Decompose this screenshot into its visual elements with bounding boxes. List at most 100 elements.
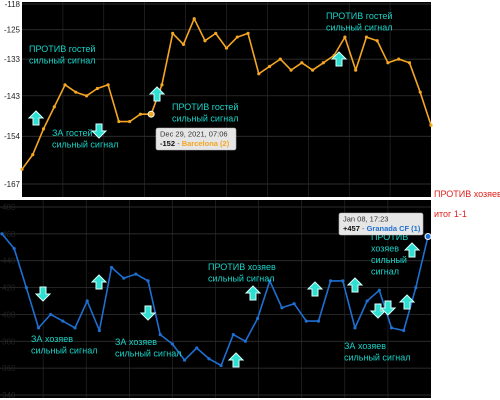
data-point	[414, 285, 418, 290]
data-point	[418, 90, 422, 94]
y-tick-label: 340	[2, 391, 16, 400]
data-point	[171, 31, 175, 35]
y-tick-label: -143	[4, 92, 21, 101]
data-point	[192, 17, 196, 21]
tooltip-value: -152 - Barcelona (2)	[160, 139, 230, 148]
data-point	[267, 64, 272, 69]
annotation-line: сильный сигнал	[52, 140, 118, 150]
annotation-line: ПРОТИВ	[371, 232, 408, 242]
data-point	[134, 272, 138, 276]
data-point	[224, 46, 229, 50]
annotation-line: ПРОТИВ гостей	[326, 11, 392, 21]
annotation-line: сильный	[371, 255, 407, 265]
data-point	[122, 276, 126, 280]
data-point	[407, 61, 412, 65]
data-point	[158, 332, 162, 337]
arrow-down-icon	[90, 123, 108, 139]
data-point	[429, 123, 433, 127]
arrow-up-icon	[346, 277, 364, 293]
data-point	[20, 167, 24, 171]
data-point	[73, 326, 77, 330]
annotation-line: сильный сигнал	[115, 349, 181, 359]
tooltip-value-number: -152	[160, 139, 177, 148]
data-point	[24, 285, 28, 290]
data-point	[31, 153, 35, 157]
data-point	[160, 83, 164, 87]
signal-annotation: ЗА гостей сильный сигнал	[52, 128, 118, 150]
data-point	[235, 35, 239, 39]
y-tick-label: -154	[4, 132, 21, 141]
data-point	[292, 302, 296, 306]
arrow-up-icon	[306, 281, 324, 297]
annotation-line: сильный сигнал	[31, 346, 97, 356]
data-point	[214, 31, 218, 35]
data-point	[389, 326, 394, 330]
data-point	[49, 312, 53, 317]
y-tick-label: -118	[5, 0, 21, 9]
data-point	[52, 105, 56, 109]
data-point	[106, 83, 110, 87]
arrow-up-icon	[90, 274, 108, 290]
annotation-line: ЗА гостей	[52, 128, 93, 138]
y-tick-label: 440	[2, 257, 16, 266]
data-point	[97, 328, 101, 333]
data-point	[304, 319, 308, 323]
data-point	[95, 86, 99, 91]
annotation-line: сильный сигнал	[29, 56, 95, 66]
annotation-line: сигнал	[371, 267, 399, 277]
signal-annotation: ЗА хозяев сильный сигнал	[115, 337, 181, 359]
data-point	[231, 332, 235, 337]
data-point	[386, 61, 390, 65]
data-point	[280, 306, 284, 310]
y-tick-label: 420	[2, 284, 16, 293]
tooltip-separator: -	[362, 224, 367, 233]
series-line	[1, 233, 429, 367]
annotation-line: ЗА хозяев	[31, 334, 73, 344]
tooltip-marker	[147, 110, 155, 118]
data-point	[316, 319, 321, 323]
tooltip-separator: -	[177, 139, 182, 148]
annotation-line: сильный сигнал	[344, 353, 410, 363]
data-point	[343, 35, 347, 39]
chart-panel-2: 480 460 440 420 400 380 360 340 ЗА хозяев сильный…	[0, 200, 432, 400]
data-point	[402, 328, 406, 333]
annotation-line: сильный сигнал	[326, 23, 392, 33]
data-point	[321, 61, 325, 65]
data-point	[138, 112, 142, 116]
data-point	[246, 31, 250, 35]
arrow-up-icon	[227, 352, 245, 368]
arrow-down-icon	[34, 286, 52, 302]
annotation-line: ПРОТИВ хозяев	[208, 262, 276, 272]
data-point	[195, 346, 199, 350]
annotation-line: ЗА хозяев	[344, 341, 386, 351]
arrow-up-icon	[330, 51, 348, 67]
data-point	[365, 299, 369, 303]
data-point	[311, 68, 315, 72]
y-tick-label: 400	[2, 310, 16, 319]
signal-annotation: ЗА хозяев сильный сигнал	[344, 341, 410, 363]
data-point	[256, 316, 260, 321]
y-tick-label: -125	[4, 26, 21, 35]
data-point	[257, 72, 261, 76]
data-point	[85, 299, 89, 303]
tooltip-team-label: Granada CF (1)	[367, 224, 421, 233]
signal-annotation: ЗА хозяев сильный сигнал	[31, 334, 97, 356]
data-point	[353, 326, 357, 330]
data-point	[354, 68, 358, 72]
data-point	[74, 90, 78, 94]
data-point	[364, 35, 369, 39]
signal-annotation: ПРОТИВ гостей сильный сигнал	[29, 44, 95, 66]
data-point	[61, 319, 65, 323]
annotation-line: хозяев	[371, 244, 399, 254]
arrow-down-icon	[139, 305, 157, 321]
data-point	[397, 57, 401, 61]
data-point	[243, 339, 248, 343]
data-point	[182, 358, 187, 362]
data-point	[219, 363, 223, 368]
tooltip-team-label: Barcelona (2)	[182, 139, 230, 148]
data-point	[300, 61, 304, 65]
data-point	[268, 279, 272, 283]
side-note-result: итог 1-1	[434, 209, 467, 219]
annotation-line: ЗА хозяев	[115, 337, 157, 347]
